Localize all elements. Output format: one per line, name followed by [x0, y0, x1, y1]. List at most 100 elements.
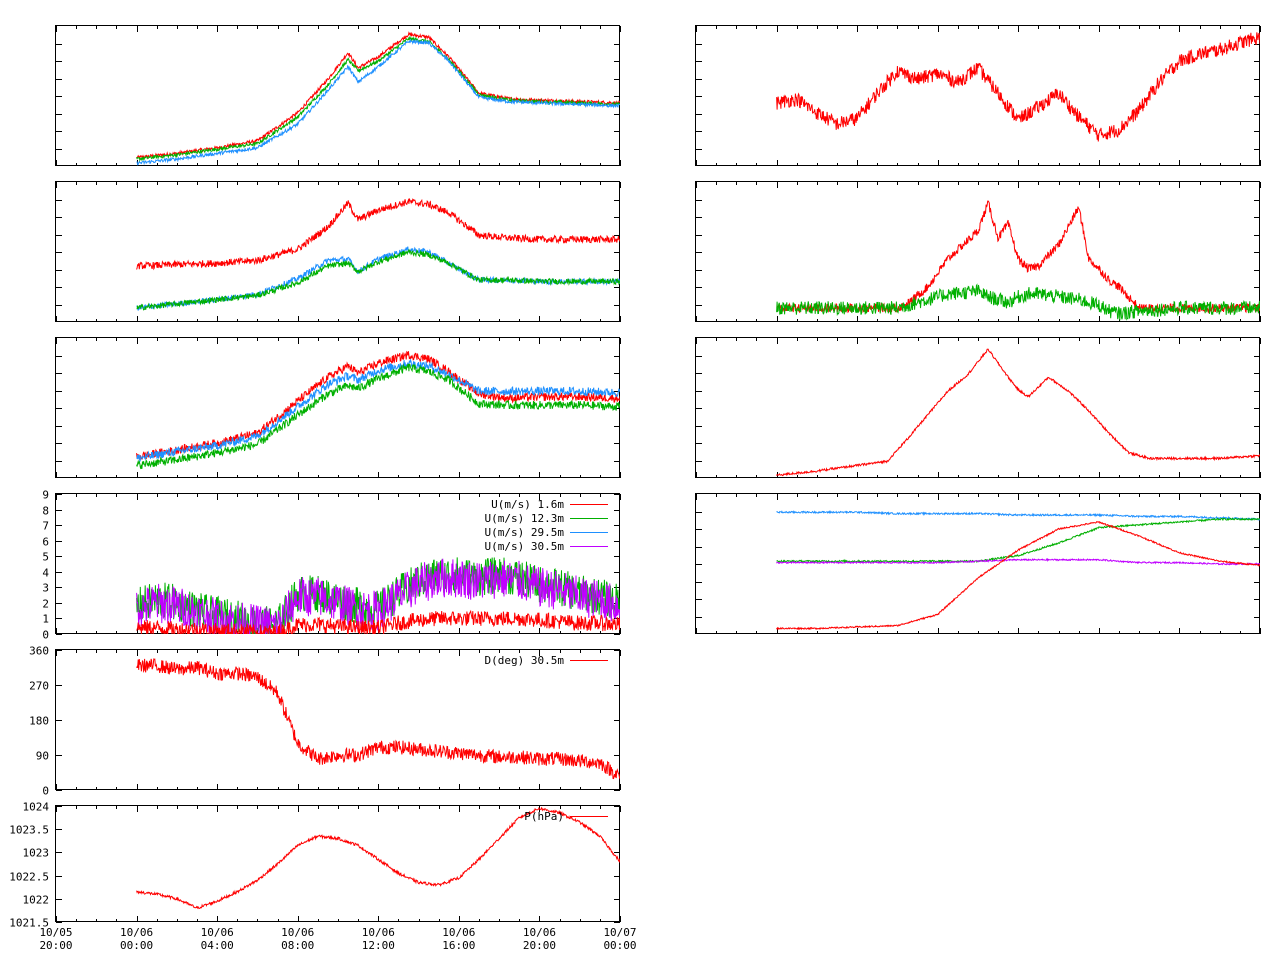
tick-marks: 0 90 180 270 360 [29, 645, 621, 798]
time-label-date: 10/05 [39, 926, 72, 939]
time-label-date: 10/06 [362, 926, 395, 939]
chart-right-4 [695, 493, 1261, 634]
legend: P(hPa) [524, 810, 608, 823]
tick-marks: 1021.5 1022 1022.5 1023 1023.5 1024 [9, 801, 621, 930]
series-red [136, 658, 620, 780]
y-tick-label: 5 [42, 551, 49, 564]
time-label-date: 10/06 [201, 926, 234, 939]
series-lines [136, 658, 620, 780]
y-tick-label: 6 [42, 536, 49, 549]
series-lines [776, 348, 1260, 477]
time-label-date: 10/06 [120, 926, 153, 939]
series-green [136, 35, 620, 163]
y-tick-label: 1022.5 [9, 871, 49, 884]
series-blue [136, 358, 620, 464]
series-purple [776, 557, 1260, 566]
time-label-time: 20:00 [523, 939, 556, 952]
y-tick-label: 2 [42, 598, 49, 611]
series-green [136, 363, 620, 470]
time-label-date: 10/06 [281, 926, 314, 939]
time-label-time: 08:00 [281, 939, 314, 952]
legend-label: D(deg) 30.5m [485, 654, 565, 667]
tick-marks [56, 26, 621, 166]
y-tick-label: 1023.5 [9, 824, 49, 837]
y-tick-label: 3 [42, 582, 49, 595]
series-blue [776, 510, 1260, 521]
y-tick-label: 9 [42, 489, 49, 502]
series-lines [776, 510, 1260, 631]
series-green [776, 283, 1260, 321]
series-lines [776, 200, 1260, 321]
series-red [136, 197, 620, 271]
chart-left-6: 1021.5 1022 1022.5 1023 1023.5 1024 P(hPa) 10… [9, 801, 636, 953]
series-lines [136, 350, 620, 470]
legend-label: U(m/s) 1.6m [491, 498, 564, 511]
time-label-date: 10/06 [442, 926, 475, 939]
series-red [776, 348, 1260, 477]
y-tick-label: 1021.5 [9, 917, 49, 930]
chart-right-3 [695, 337, 1261, 478]
series-red [776, 32, 1260, 142]
plot-frame [55, 25, 620, 166]
legend: U(m/s) 1.6mU(m/s) 12.3mU(m/s) 29.5mU(m/s… [485, 498, 608, 553]
series-lines [136, 197, 620, 311]
plot-frame [695, 181, 1260, 322]
y-tick-label: 270 [29, 680, 49, 693]
series-red [136, 609, 620, 634]
time-label-time: 20:00 [39, 939, 72, 952]
y-tick-label: 0 [42, 629, 49, 642]
y-tick-label: 1022 [23, 894, 50, 907]
legend: D(deg) 30.5m [485, 654, 608, 667]
tick-marks: 0 1 2 3 4 5 6 7 8 9 [42, 489, 621, 642]
series-red [136, 806, 620, 910]
time-label-time: 16:00 [442, 939, 475, 952]
tick-marks [696, 338, 1261, 478]
chart-left-2 [55, 181, 621, 322]
series-red [776, 521, 1260, 631]
plot-frame [695, 25, 1260, 166]
plot-frame [695, 337, 1260, 478]
time-label-date: 10/06 [523, 926, 556, 939]
time-label-time: 12:00 [362, 939, 395, 952]
chart-left-1 [55, 25, 621, 166]
chart-right-2 [695, 181, 1261, 322]
y-tick-label: 4 [42, 567, 49, 580]
chart-right-1 [695, 25, 1261, 166]
chart-left-5: 0 90 180 270 360 D(deg) 30.5m [29, 645, 621, 798]
y-tick-label: 8 [42, 505, 49, 518]
y-tick-label: 7 [42, 520, 49, 533]
plot-frame [55, 805, 620, 922]
y-tick-label: 1024 [23, 801, 50, 814]
series-blue [136, 38, 620, 166]
legend-label: P(hPa) [524, 810, 564, 823]
time-label-time: 00:00 [120, 939, 153, 952]
time-label-date: 10/07 [603, 926, 636, 939]
plot-frame [55, 493, 620, 634]
time-label-time: 00:00 [603, 939, 636, 952]
plot-frame [55, 181, 620, 322]
series-green [136, 248, 620, 311]
y-tick-label: 0 [42, 785, 49, 798]
tick-marks [696, 26, 1261, 166]
legend-label: U(m/s) 29.5m [485, 526, 565, 539]
plot-frame [55, 649, 620, 790]
time-label-time: 04:00 [201, 939, 234, 952]
chart-left-3 [55, 337, 621, 478]
y-tick-label: 360 [29, 645, 49, 658]
y-tick-label: 1023 [23, 847, 50, 860]
series-red [136, 31, 620, 160]
series-lines [776, 32, 1260, 142]
time-axis-labels: 10/0520:0010/0600:0010/0604:0010/0608:00… [39, 926, 636, 952]
y-tick-label: 90 [36, 750, 49, 763]
tick-marks [696, 494, 1261, 634]
legend-label: U(m/s) 12.3m [485, 512, 565, 525]
series-lines [136, 557, 620, 634]
tick-marks [56, 182, 621, 322]
series-lines [136, 31, 620, 166]
y-tick-label: 1 [42, 613, 49, 626]
tick-marks [696, 182, 1261, 322]
tick-marks [56, 338, 621, 478]
legend-label: U(m/s) 30.5m [485, 540, 565, 553]
